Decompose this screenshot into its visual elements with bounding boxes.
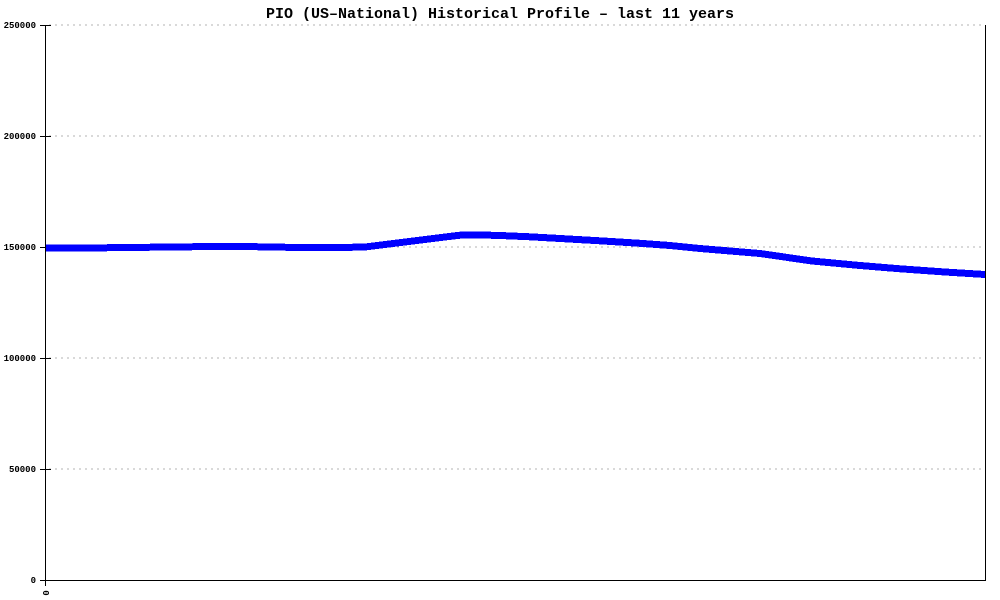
svg-text:0: 0 bbox=[31, 576, 36, 586]
svg-text:250000: 250000 bbox=[4, 21, 36, 31]
svg-text:150000: 150000 bbox=[4, 243, 36, 253]
svg-text:50000: 50000 bbox=[9, 465, 36, 475]
svg-text:100000: 100000 bbox=[4, 354, 36, 364]
svg-text:0: 0 bbox=[40, 590, 50, 595]
svg-text:200000: 200000 bbox=[4, 132, 36, 142]
svg-text:PIO (US–National) Historical P: PIO (US–National) Historical Profile – l… bbox=[266, 6, 734, 23]
